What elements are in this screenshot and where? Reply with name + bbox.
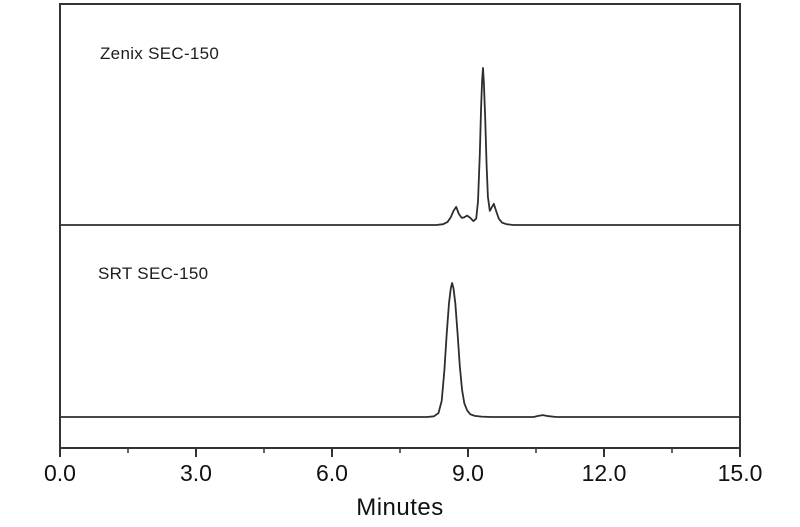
x-tick-label: 6.0 (316, 460, 348, 486)
x-tick-label: 9.0 (452, 460, 484, 486)
x-axis-title: Minutes (356, 494, 444, 521)
trace-label-zenix-sec-150: Zenix SEC-150 (100, 44, 220, 63)
trace-label-srt-sec-150: SRT SEC-150 (98, 264, 209, 283)
x-tick-label: 3.0 (180, 460, 212, 486)
plot-box (59, 3, 741, 449)
x-tick-label: 12.0 (582, 460, 627, 486)
chromatogram-trace-srt (59, 282, 741, 418)
x-tick-label: 0.0 (44, 460, 76, 486)
x-tick-label: 15.0 (718, 460, 763, 486)
chromatogram-trace-zenix (59, 67, 741, 226)
